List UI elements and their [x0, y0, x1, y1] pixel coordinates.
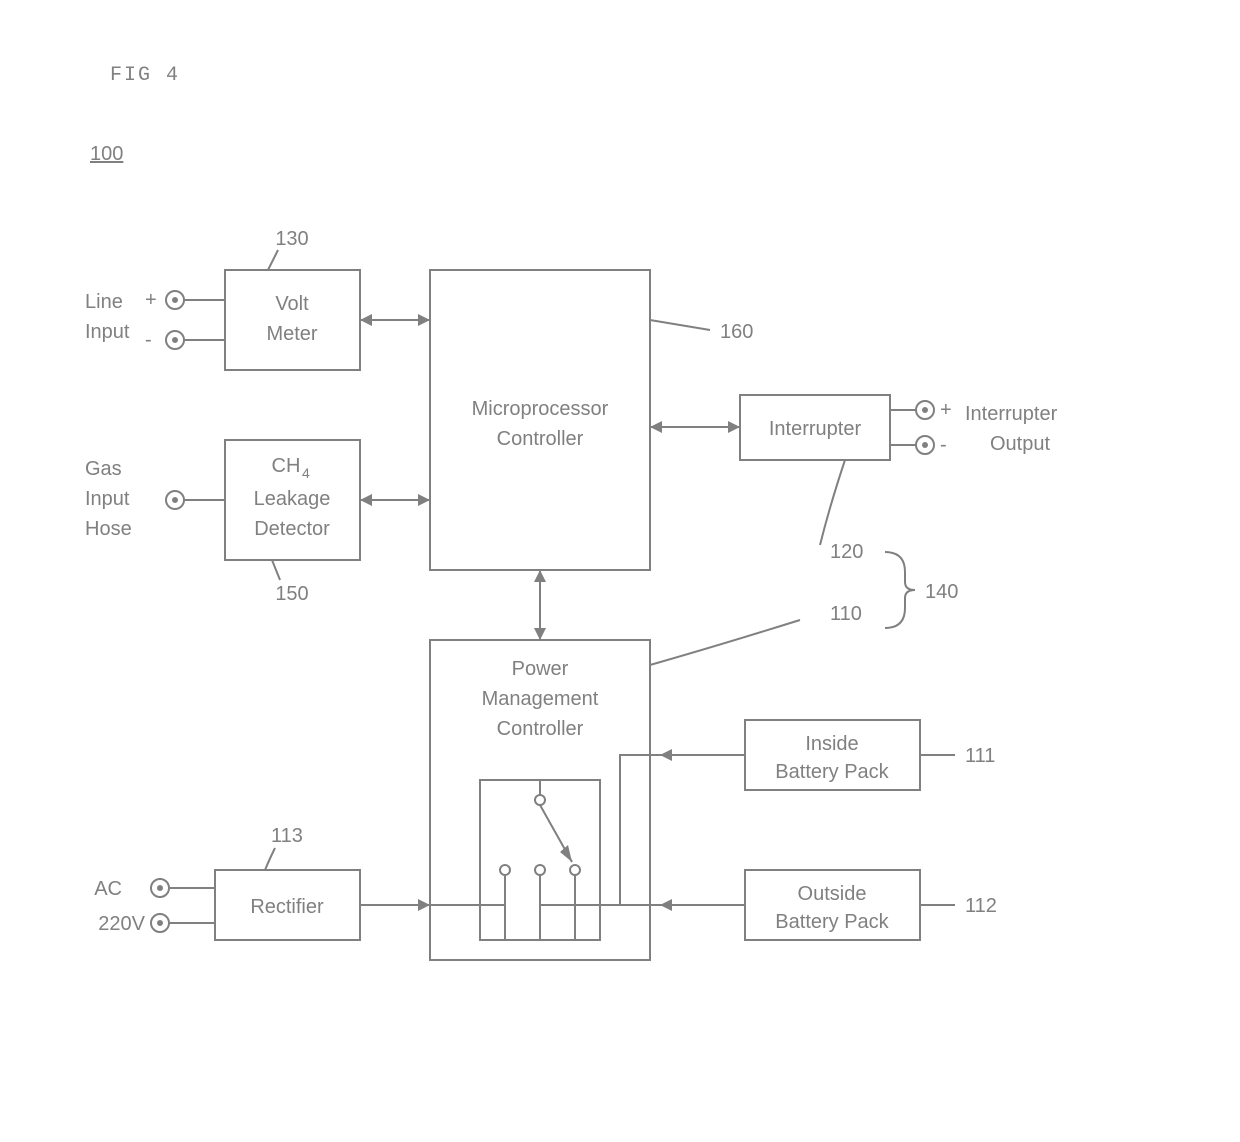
inside-bp-l1: Inside — [805, 733, 858, 755]
ch4-ref: 150 — [275, 583, 308, 605]
rectifier-ref: 113 — [271, 825, 303, 847]
int-plus: + — [940, 399, 952, 421]
arrow-rect — [418, 899, 430, 911]
mpc-box — [430, 270, 650, 570]
ch4-ref-leader — [272, 560, 280, 580]
volt-meter-ref: 130 — [275, 228, 308, 250]
mpc-ref-leader — [650, 320, 710, 330]
port-line-plus — [166, 291, 184, 309]
pmc-l2: Management — [482, 688, 599, 710]
arrow-int-r — [728, 421, 740, 433]
int-minus: - — [940, 434, 947, 456]
interrupter-ref-leader — [820, 460, 845, 545]
arrow-ch4-l — [360, 494, 372, 506]
figure-title: FIG 4 — [110, 64, 180, 87]
int-out-l2: Output — [990, 433, 1050, 455]
rectifier-ref-leader — [265, 848, 275, 870]
inside-bp-l2: Battery Pack — [775, 761, 889, 783]
port-ac2 — [151, 914, 169, 932]
interrupter-l1: Interrupter — [769, 418, 862, 440]
port-int-plus — [916, 401, 934, 419]
pmc-ref: 110 — [830, 603, 862, 625]
arrow-outside-bp — [660, 899, 672, 911]
mpc-l2: Controller — [497, 428, 584, 450]
outside-bp-l2: Battery Pack — [775, 911, 889, 933]
mpc-ref: 160 — [720, 321, 753, 343]
volt-meter-l2: Meter — [266, 323, 317, 345]
arrow-volt-r — [418, 314, 430, 326]
ch4-l1: CH — [272, 455, 301, 477]
arrow-pmc-d — [534, 628, 546, 640]
int-out-l1: Interrupter — [965, 403, 1058, 425]
rectifier-l1: Rectifier — [250, 896, 324, 918]
group-brace — [885, 552, 915, 628]
arrow-pmc-u — [534, 570, 546, 582]
pmc-l1: Power — [512, 658, 569, 680]
port-int-minus — [916, 436, 934, 454]
mpc-l1: Microprocessor — [472, 398, 609, 420]
gas-l1: Gas — [85, 458, 122, 480]
gas-l2: Input — [85, 488, 130, 510]
pmc-ref-leader — [650, 620, 800, 665]
line-input-l2: Input — [85, 321, 130, 343]
port-line-minus — [166, 331, 184, 349]
port-gas — [166, 491, 184, 509]
line-input-plus: + — [145, 289, 157, 311]
arrow-ch4-r — [418, 494, 430, 506]
volt-meter-l1: Volt — [275, 293, 309, 315]
arrow-inside-bp — [660, 749, 672, 761]
ch4-l2: Leakage — [254, 488, 331, 510]
ac-l2: 220V — [98, 913, 145, 935]
ch4-l3: Detector — [254, 518, 330, 540]
group-ref: 140 — [925, 581, 958, 603]
figure-ref: 100 — [90, 143, 123, 165]
volt-meter-box — [225, 270, 360, 370]
outside-bp-ref: 112 — [965, 895, 997, 917]
line-input-minus: - — [145, 329, 152, 351]
line-input-l1: Line — [85, 291, 123, 313]
interrupter-ref: 120 — [830, 541, 863, 563]
volt-meter-ref-leader — [268, 250, 278, 270]
ch4-sub: 4 — [302, 465, 310, 481]
pmc-l3: Controller — [497, 718, 584, 740]
arrow-int-l — [650, 421, 662, 433]
outside-bp-l1: Outside — [798, 883, 867, 905]
inside-bp-ref: 111 — [965, 745, 995, 767]
port-ac1 — [151, 879, 169, 897]
ac-l1: AC — [94, 878, 122, 900]
gas-l3: Hose — [85, 518, 132, 540]
arrow-volt-l — [360, 314, 372, 326]
